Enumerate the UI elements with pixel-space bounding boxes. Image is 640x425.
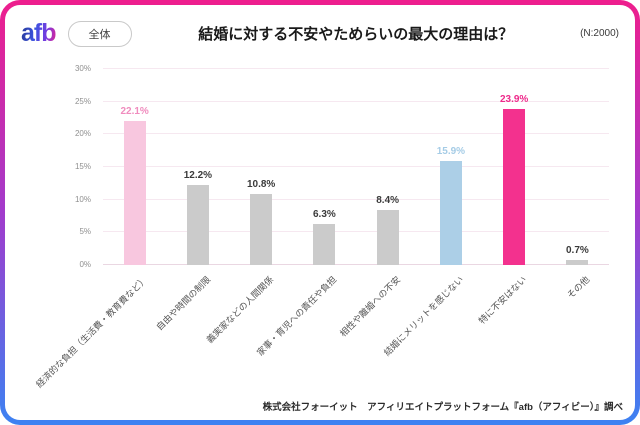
header: afb 全体 結婚に対する不安やためらいの最大の理由は？ (N:2000): [5, 5, 635, 48]
bar: [186, 185, 209, 265]
bar: [566, 260, 589, 265]
bar: [439, 161, 462, 265]
gridline: [103, 68, 609, 69]
bar-column: 6.3% 家事・育児への責任や負担: [255, 69, 356, 357]
bar-value-label: 6.3%: [312, 208, 336, 220]
bar: [376, 210, 399, 265]
y-tick-label: 25%: [74, 96, 91, 106]
y-tick-label: 5%: [79, 227, 91, 237]
category-label: その他: [565, 274, 592, 301]
category-label: 家事・育児への責任や負担: [255, 274, 339, 358]
bar-column: 15.9% 結婚にメリットを感じない: [382, 69, 482, 358]
bar: [313, 223, 336, 265]
bar-column: 12.2% 自由や時間の制限: [154, 69, 229, 332]
bar-column: 10.8% 義実家などの人間関係: [205, 69, 293, 345]
y-tick-label: 20%: [74, 129, 91, 139]
gridline: [103, 133, 609, 135]
bar-value-label: 0.7%: [565, 245, 589, 257]
category-label: 自由や時間の制限: [154, 274, 213, 333]
y-tick-label: 30%: [74, 64, 91, 73]
bar-value-label: 15.9%: [436, 146, 466, 158]
bar: [503, 108, 526, 265]
category-label: 相性や離婚への不安: [337, 274, 402, 339]
bar: [250, 194, 273, 265]
y-tick-label: 10%: [74, 194, 91, 204]
segment-pill[interactable]: 全体: [67, 20, 132, 47]
y-tick-label: 15%: [74, 162, 91, 171]
bar-column: 23.9% 特に不安はない: [477, 69, 546, 326]
bar-value-label: 10.8%: [246, 179, 276, 191]
bar-column: 0.7% その他: [546, 69, 609, 301]
gridline: [103, 166, 609, 167]
afb-logo: afb: [21, 19, 56, 47]
x-axis-baseline: [103, 264, 609, 265]
bar: [123, 120, 146, 265]
category-label: 結婚にメリットを感じない: [381, 274, 466, 358]
bar-value-label: 12.2%: [183, 170, 213, 182]
bar-value-label: 22.1%: [120, 105, 149, 117]
chart-title: 結婚に対する不安やためらいの最大の理由は？: [198, 26, 514, 43]
y-tick-label: 0%: [79, 260, 91, 269]
gridline: [103, 100, 609, 102]
y-axis-labels: 0% 5% 10% 15% 20% 25% 30%: [5, 64, 97, 269]
category-label: 義実家などの人間関係: [204, 274, 276, 346]
sample-size: (N:2000): [580, 28, 619, 39]
bar-columns: 22.1% 経済的な負担（生活費・教育費など） 12.2% 自由や時間の制限 10.8%…: [34, 69, 609, 389]
source-credit: 株式会社フォーイット アフィリエイトプラットフォーム『afb（アフィビー）』調べ: [262, 402, 623, 413]
bar-chart-plot: 22.1% 経済的な負担（生活費・教育費など） 12.2% 自由や時間の制限 10.8%…: [34, 68, 609, 390]
bar-value-label: 23.9%: [499, 93, 529, 105]
category-label: 経済的な負担（生活費・教育費など）: [33, 274, 149, 390]
gridline: [103, 231, 609, 233]
bar-value-label: 8.4%: [376, 195, 400, 207]
bar-column: 8.4% 相性や離婚への不安: [338, 69, 419, 339]
gridline: [103, 198, 609, 200]
infographic-card: afb 全体 結婚に対する不安やためらいの最大の理由は？ (N:2000) 0%…: [5, 5, 635, 420]
category-label: 特に不安はない: [476, 274, 529, 326]
bar-column: 22.1% 経済的な負担（生活費・教育費など）: [34, 69, 166, 389]
